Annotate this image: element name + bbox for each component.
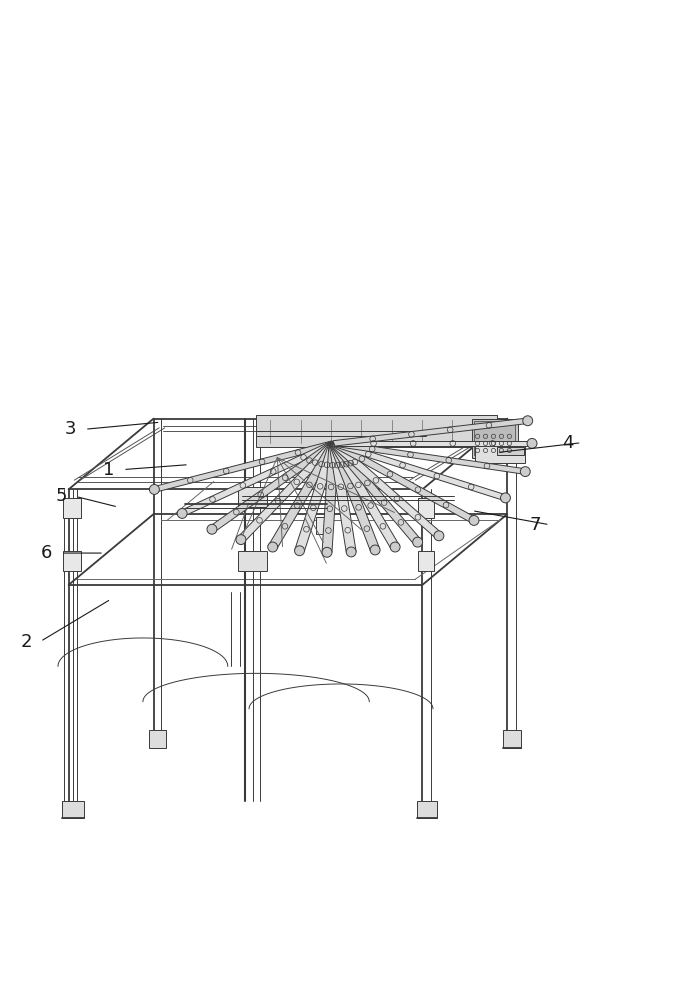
Text: 6: 6 <box>41 544 53 562</box>
Circle shape <box>268 542 278 552</box>
Bar <box>149 730 166 748</box>
Circle shape <box>413 537 423 547</box>
Polygon shape <box>322 443 339 552</box>
Bar <box>239 551 267 571</box>
Polygon shape <box>237 442 338 541</box>
Circle shape <box>322 547 332 557</box>
Polygon shape <box>329 443 356 552</box>
Circle shape <box>520 467 530 477</box>
Polygon shape <box>333 418 529 446</box>
Circle shape <box>434 531 444 541</box>
Text: 3: 3 <box>65 420 76 438</box>
Bar <box>239 487 267 507</box>
Polygon shape <box>329 442 443 537</box>
Circle shape <box>370 545 380 555</box>
Circle shape <box>522 416 533 426</box>
Polygon shape <box>208 442 338 531</box>
Circle shape <box>346 547 356 557</box>
Bar <box>418 551 434 571</box>
Polygon shape <box>329 443 400 548</box>
Polygon shape <box>179 441 337 516</box>
Circle shape <box>149 484 160 494</box>
Text: 2: 2 <box>20 633 32 651</box>
Polygon shape <box>331 441 508 500</box>
Circle shape <box>295 546 304 556</box>
Polygon shape <box>295 443 339 551</box>
Bar <box>474 421 515 455</box>
Bar <box>256 415 496 447</box>
Polygon shape <box>333 441 527 474</box>
Text: 7: 7 <box>530 516 542 534</box>
Polygon shape <box>330 441 477 522</box>
Circle shape <box>177 508 187 518</box>
Circle shape <box>501 493 510 503</box>
Bar <box>496 447 524 455</box>
Circle shape <box>390 542 400 552</box>
Bar <box>316 517 332 534</box>
Circle shape <box>527 438 537 448</box>
Text: 5: 5 <box>56 487 68 505</box>
Bar <box>316 464 332 481</box>
Circle shape <box>236 535 246 545</box>
Bar <box>472 419 518 458</box>
Bar <box>418 498 434 518</box>
Bar <box>503 730 522 748</box>
Polygon shape <box>268 443 339 548</box>
Text: 1: 1 <box>103 461 115 479</box>
Bar <box>61 801 84 818</box>
Bar <box>417 801 436 818</box>
Polygon shape <box>152 441 336 492</box>
Polygon shape <box>329 442 422 543</box>
Circle shape <box>207 524 217 534</box>
Polygon shape <box>334 441 532 446</box>
Text: 4: 4 <box>562 434 573 452</box>
Bar <box>63 551 80 571</box>
Bar <box>63 498 80 518</box>
Bar <box>475 445 525 463</box>
Polygon shape <box>329 443 380 551</box>
Circle shape <box>469 515 479 525</box>
